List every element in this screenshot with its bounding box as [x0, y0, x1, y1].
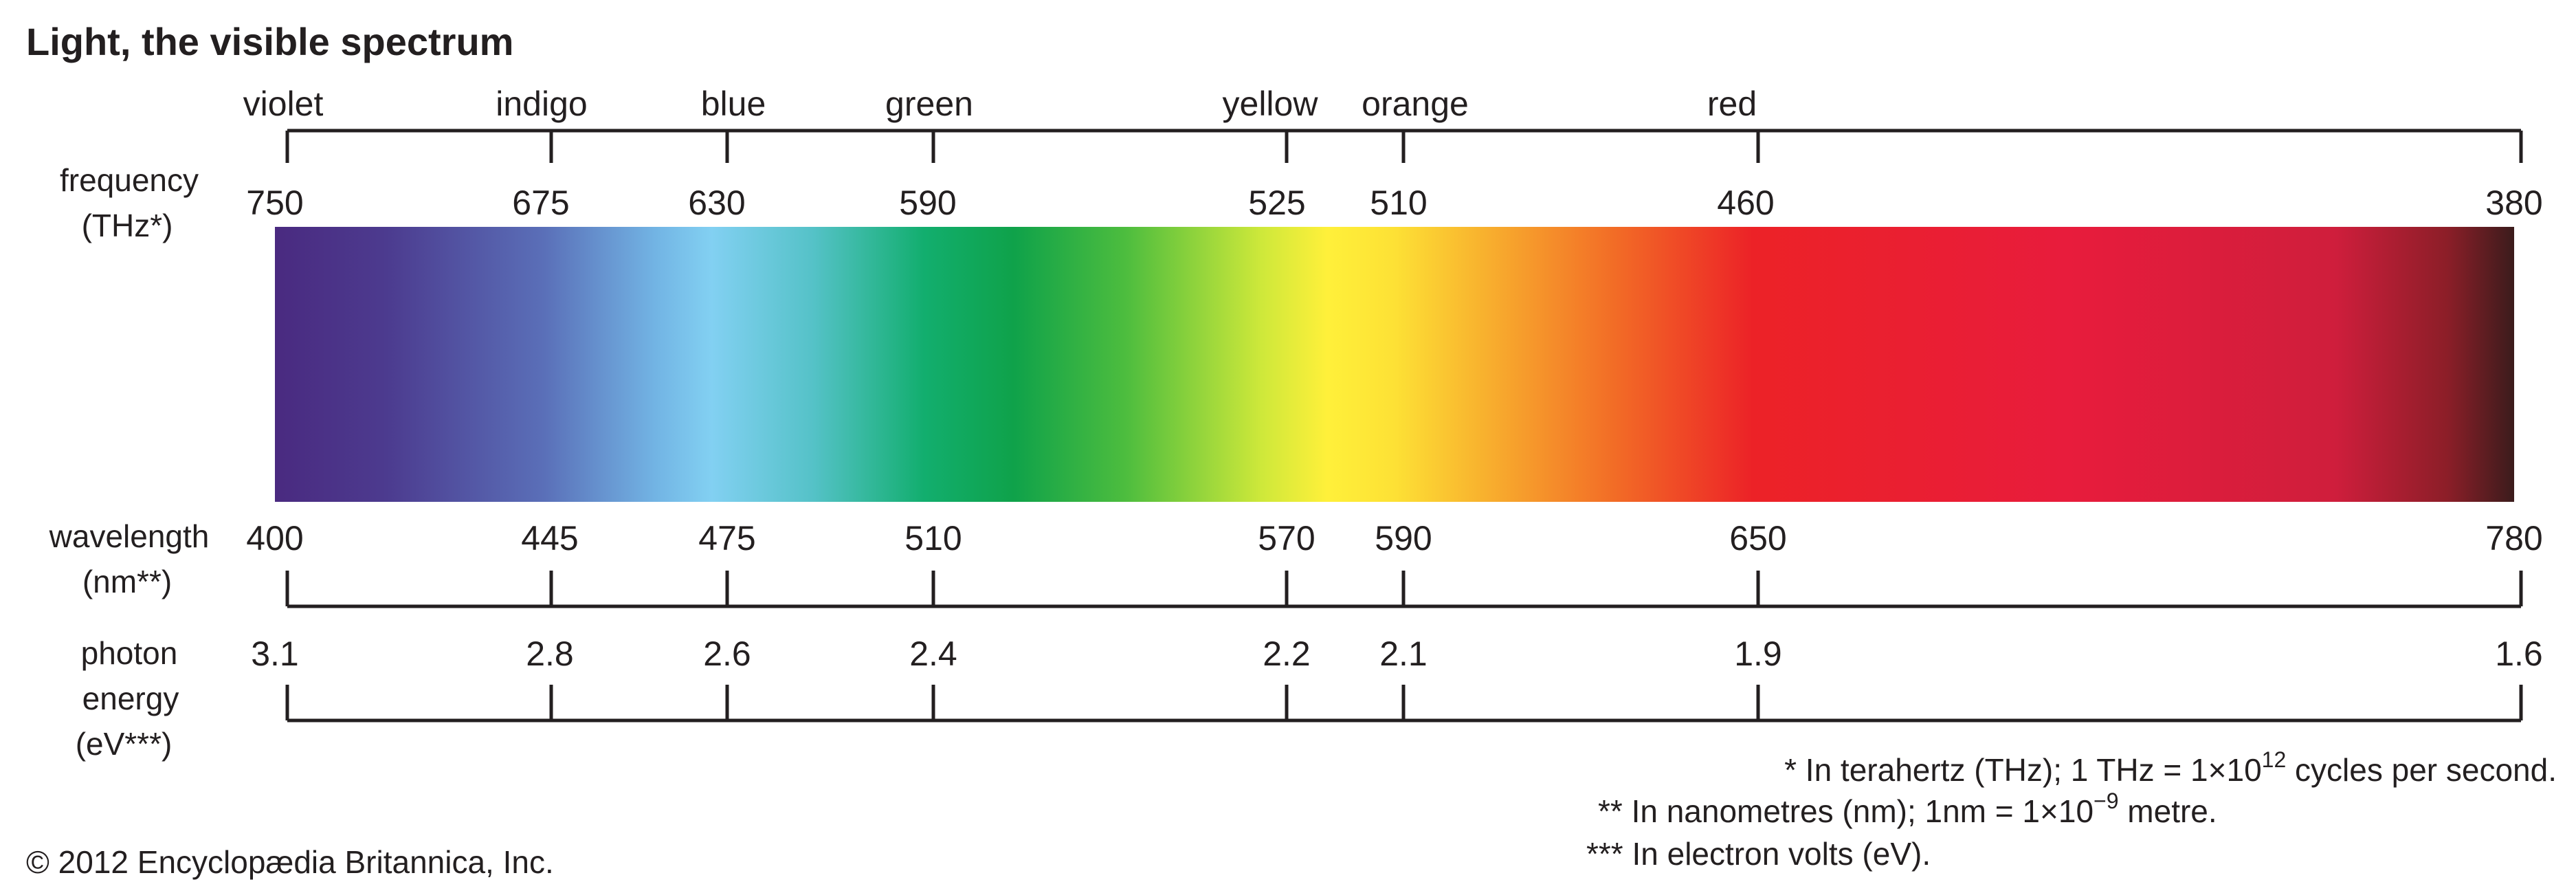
- color-name-yellow: yellow: [1223, 85, 1319, 123]
- photon-energy-value: 2.4: [909, 635, 957, 673]
- photon-energy-value: 2.8: [526, 635, 574, 673]
- frequency-value: 630: [688, 184, 745, 222]
- photon-energy-unit-label: (eV***): [76, 726, 173, 762]
- footnote-electron-volts: *** In electron volts (eV).: [1586, 836, 1931, 872]
- frequency-unit-label: (THz*): [82, 208, 173, 243]
- footnote-terahertz: * In terahertz (THz); 1 THz = 1×1012 cyc…: [1784, 747, 2557, 788]
- frequency-value: 525: [1248, 184, 1305, 222]
- color-name-red: red: [1707, 85, 1757, 123]
- wavelength-value: 590: [1375, 519, 1432, 558]
- footnote-nanometres: ** In nanometres (nm); 1nm = 1×10−9 metr…: [1598, 789, 2217, 829]
- frequency-value: 380: [2485, 184, 2542, 222]
- wavelength-unit-label: (nm**): [82, 564, 172, 599]
- frequency-value: 750: [246, 184, 303, 222]
- wavelength-value: 445: [521, 519, 578, 558]
- photon-energy-value: 3.1: [251, 635, 299, 673]
- photon-energy-value: 2.6: [703, 635, 751, 673]
- color-name-green: green: [885, 85, 973, 123]
- color-name-indigo: indigo: [496, 85, 587, 123]
- frequency-row: frequency (THz*) 750 675 630 590 525 510 460 38…: [60, 162, 2543, 243]
- color-name-violet: violet: [243, 85, 324, 123]
- wavelength-row: wavelength (nm**) 400 445 475 510 570 590 650 7…: [49, 518, 2543, 608]
- wavelength-value: 570: [1258, 519, 1315, 558]
- wavelength-value: 780: [2485, 519, 2542, 558]
- wavelength-value: 400: [246, 519, 303, 558]
- color-name-scale: violet indigo blue green yellow orange red: [243, 85, 2523, 163]
- photon-energy-label-line2: energy: [82, 681, 179, 716]
- wavelength-value: 475: [698, 519, 755, 558]
- wavelength-label: wavelength: [49, 518, 210, 554]
- photon-energy-value: 1.6: [2495, 635, 2543, 673]
- wavelength-value: 650: [1729, 519, 1786, 558]
- photon-energy-value: 2.2: [1263, 635, 1311, 673]
- frequency-value: 460: [1717, 184, 1774, 222]
- spectrum-band: [275, 227, 2514, 502]
- frequency-label: frequency: [60, 162, 199, 198]
- frequency-value: 675: [512, 184, 569, 222]
- color-name-blue: blue: [701, 85, 766, 123]
- diagram-title: Light, the visible spectrum: [26, 20, 513, 63]
- frequency-value: 590: [899, 184, 956, 222]
- frequency-value: 510: [1370, 184, 1427, 222]
- photon-energy-label-line1: photon: [81, 635, 178, 671]
- copyright-notice: © 2012 Encyclopædia Britannica, Inc.: [26, 844, 554, 880]
- photon-energy-value: 2.1: [1379, 635, 1428, 673]
- color-name-orange: orange: [1362, 85, 1469, 123]
- photon-energy-row: photon energy (eV***) 3.1 2.8 2.6 2.4 2.2 2.1…: [76, 635, 2543, 762]
- footnotes: * In terahertz (THz); 1 THz = 1×1012 cyc…: [1586, 747, 2557, 872]
- photon-energy-value: 1.9: [1734, 635, 1782, 673]
- wavelength-value: 510: [904, 519, 962, 558]
